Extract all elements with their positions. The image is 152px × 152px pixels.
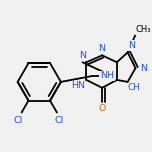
Text: Cl: Cl [13, 116, 22, 125]
Text: Cl: Cl [54, 116, 64, 125]
Text: HN: HN [72, 81, 86, 90]
Text: NH: NH [100, 71, 114, 81]
Text: N: N [140, 64, 147, 73]
Text: CH: CH [127, 83, 140, 92]
Text: N: N [99, 44, 106, 53]
Text: N: N [128, 41, 135, 50]
Text: O: O [98, 104, 106, 113]
Text: CH₃: CH₃ [136, 25, 151, 34]
Text: N: N [79, 51, 86, 60]
